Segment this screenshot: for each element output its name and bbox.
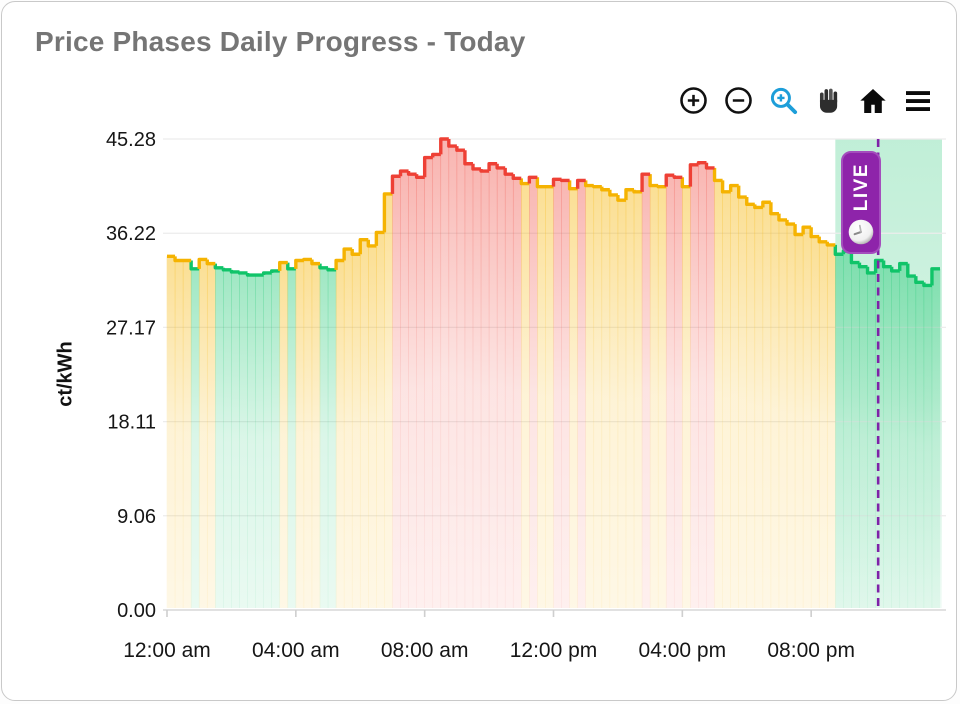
svg-text:36.22: 36.22 — [106, 223, 156, 245]
menu-button[interactable] — [900, 84, 936, 120]
svg-text:04:00 am: 04:00 am — [252, 639, 340, 662]
zoom-out-button[interactable] — [720, 84, 756, 120]
svg-text:0.00: 0.00 — [117, 600, 156, 622]
live-badge: LIVE — [841, 151, 881, 254]
circle-plus-icon — [678, 85, 709, 119]
svg-text:12:00 am: 12:00 am — [123, 639, 211, 662]
svg-text:45.28: 45.28 — [106, 129, 156, 151]
svg-text:08:00 am: 08:00 am — [381, 639, 469, 662]
svg-text:04:00 pm: 04:00 pm — [639, 639, 727, 662]
clock-icon — [847, 218, 875, 246]
reset-view-button[interactable] — [855, 84, 891, 120]
zoom-in-button[interactable] — [675, 84, 711, 120]
pan-button[interactable] — [810, 84, 846, 120]
svg-text:12:00 pm: 12:00 pm — [510, 639, 598, 662]
hand-icon — [813, 85, 844, 119]
box-zoom-button[interactable] — [765, 84, 801, 120]
page-title: Price Phases Daily Progress - Today — [35, 26, 526, 57]
y-axis-title: ct/kWh — [54, 341, 77, 407]
home-icon — [857, 85, 889, 120]
chart-toolbar — [675, 84, 936, 120]
svg-text:27.17: 27.17 — [106, 317, 156, 339]
svg-text:9.06: 9.06 — [117, 506, 156, 528]
circle-minus-icon — [723, 85, 754, 119]
price-step-line — [167, 137, 940, 288]
hamburger-icon — [902, 85, 934, 120]
magnifier-plus-icon — [768, 85, 799, 119]
live-badge-label: LIVE — [850, 163, 872, 212]
x-axis: 12:00 am 04:00 am 08:00 am 12:00 pm 04:00 pm… — [123, 609, 946, 662]
phase-fills — [166, 139, 941, 609]
svg-text:18.11: 18.11 — [107, 412, 156, 434]
y-axis: 0.00 9.06 18.11 27.17 36.22 45.28 — [106, 129, 156, 622]
svg-text:08:00 pm: 08:00 pm — [767, 639, 855, 662]
